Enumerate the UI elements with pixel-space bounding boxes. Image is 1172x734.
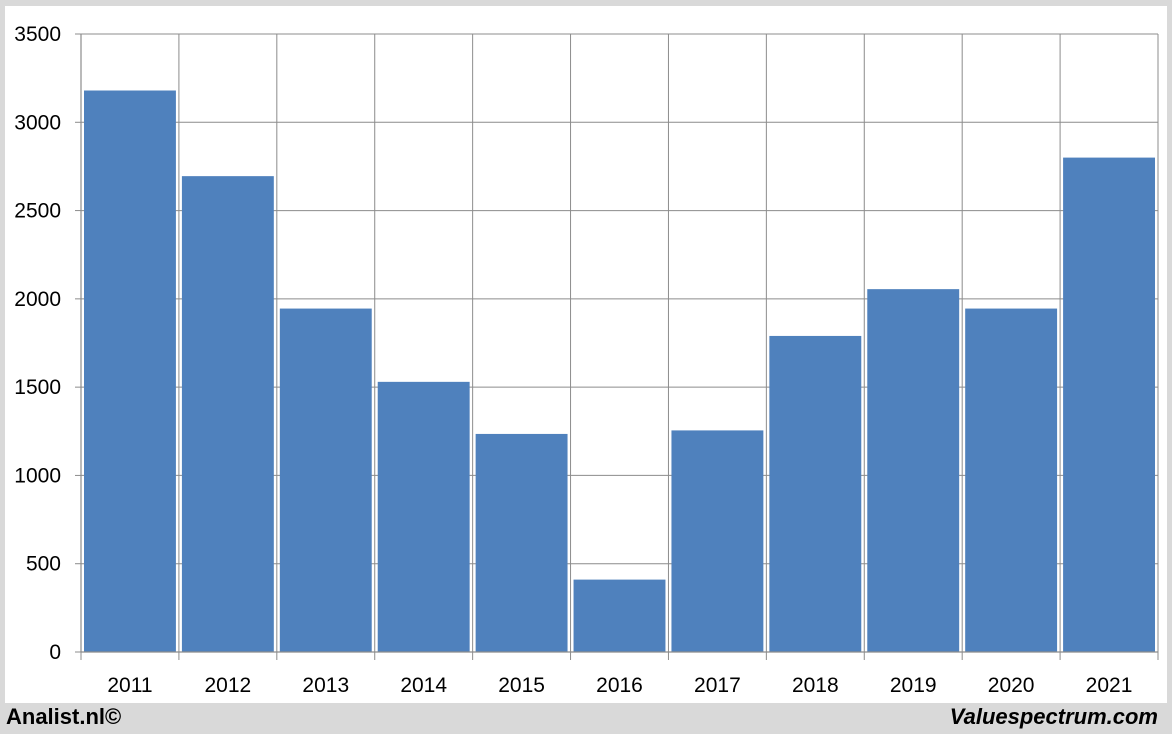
y-tick-label: 0 — [49, 641, 61, 664]
bar-2015 — [475, 433, 568, 652]
bar-2019 — [867, 289, 960, 652]
bar-2021 — [1063, 157, 1155, 652]
y-tick-label: 1000 — [14, 464, 61, 487]
bar-2014 — [377, 381, 470, 652]
x-tick-label: 2020 — [988, 674, 1035, 697]
y-tick-label: 1500 — [14, 376, 61, 399]
x-tick-label: 2012 — [205, 674, 252, 697]
x-tick-label: 2013 — [302, 674, 349, 697]
bar-2017 — [671, 430, 764, 652]
x-tick-label: 2016 — [596, 674, 643, 697]
x-tick-label: 2021 — [1086, 674, 1133, 697]
x-tick-label: 2015 — [498, 674, 545, 697]
y-tick-label: 3500 — [14, 23, 61, 46]
footer-source-right: Valuespectrum.com — [949, 704, 1158, 729]
x-tick-label: 2018 — [792, 674, 839, 697]
bar-2012 — [181, 176, 274, 652]
y-tick-label: 500 — [26, 553, 61, 576]
bar-2013 — [279, 308, 372, 652]
x-tick-label: 2014 — [400, 674, 447, 697]
bar-2016 — [573, 579, 666, 652]
footer-source-left: Analist.nl© — [6, 704, 122, 729]
bar-2011 — [84, 90, 176, 652]
x-tick-label: 2019 — [890, 674, 937, 697]
bar-2018 — [769, 335, 862, 652]
y-tick-label: 3000 — [14, 111, 61, 134]
bar-2020 — [965, 308, 1058, 652]
x-tick-label: 2011 — [107, 674, 152, 697]
y-tick-label: 2500 — [14, 200, 61, 223]
y-tick-label: 2000 — [14, 288, 61, 311]
x-tick-label: 2017 — [694, 674, 741, 697]
